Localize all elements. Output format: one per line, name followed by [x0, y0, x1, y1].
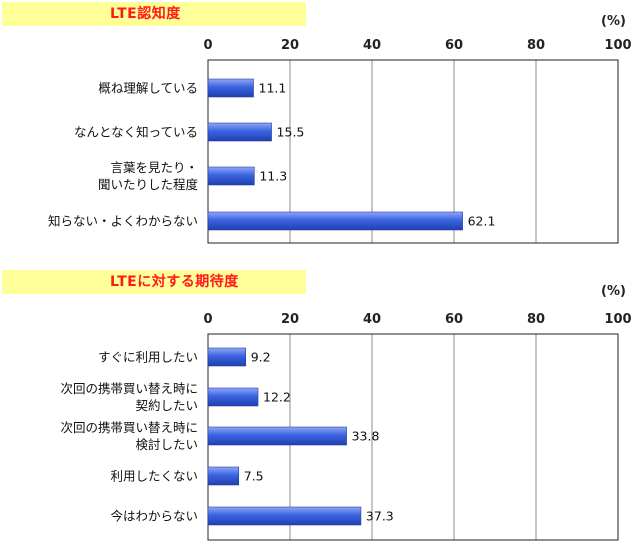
chart2-bar-4: [207, 466, 240, 486]
chart2-value-label-5: 37.3: [366, 509, 394, 524]
chart2-category-label-5: 今はわからない: [110, 509, 198, 524]
chart1-tick-label-80: 80: [527, 38, 545, 53]
chart1-title: LTE認知度: [2, 2, 306, 26]
chart1-tick-label-20: 20: [281, 38, 299, 53]
chart2-bar-5: [207, 506, 362, 526]
chart1-category-label-2: なんとなく知っている: [74, 125, 198, 140]
chart2-category-label-3: 次回の携帯買い替え時に検討したい: [60, 420, 198, 452]
chart1-category-label-3: 言葉を見たり・聞いたりした程度: [98, 160, 199, 192]
chart1-plot-frame: [207, 59, 619, 244]
chart2-value-label-3: 33.8: [352, 429, 380, 444]
chart2-tick-label-60: 60: [445, 312, 463, 327]
chart2-category-label-2: 次回の携帯買い替え時に契約したい: [60, 381, 198, 413]
chart1-category-label-4: 知らない・よくわからない: [48, 214, 198, 229]
chart2-tick-label-100: 100: [604, 312, 631, 327]
chart2-category-label-4: 利用したくない: [110, 469, 198, 484]
chart2-tick-label-20: 20: [281, 312, 299, 327]
chart2-bar-2: [207, 387, 259, 407]
chart1-plot: 0 20 40 60 80 100 11.1 概ね理解している 15.5 なんとなく知っている 11…: [48, 38, 632, 244]
chart1-category-label-1: 概ね理解している: [98, 81, 198, 96]
chart1-bar-4: [207, 211, 463, 231]
chart1-tick-label-40: 40: [363, 38, 381, 53]
chart1-value-label-3: 11.3: [259, 169, 287, 184]
chart1-value-label-2: 15.5: [277, 125, 305, 140]
chart1-bar-1: [207, 78, 254, 98]
chart2-bar-3: [207, 426, 347, 446]
chart1-tick-label-100: 100: [604, 38, 631, 53]
chart2-category-label-1: すぐに利用したい: [98, 350, 198, 365]
chart2-plot: 0 20 40 60 80 100 9.2 すぐに利用したい 12.2 次回の携帯買い替え時に契約…: [60, 312, 632, 541]
chart1-bar-2: [207, 122, 272, 142]
chart1-tick-label-0: 0: [203, 38, 212, 53]
chart1-bar-3: [207, 166, 255, 186]
chart1-value-label-4: 62.1: [468, 214, 496, 229]
chart1-unit-label: (%): [601, 14, 626, 29]
chart1-tick-label-60: 60: [445, 38, 463, 53]
chart2-unit-label: (%): [601, 284, 626, 299]
chart2-value-label-2: 12.2: [263, 390, 291, 405]
chart2-bar-1: [207, 347, 247, 367]
chart1-value-label-1: 11.1: [259, 81, 287, 96]
chart2-value-label-4: 7.5: [244, 469, 264, 484]
chart2-value-label-1: 9.2: [251, 350, 271, 365]
chart2-title: LTEに対する期待度: [2, 270, 306, 294]
chart2-tick-label-0: 0: [203, 312, 212, 327]
chart2-tick-label-80: 80: [527, 312, 545, 327]
chart2-tick-label-40: 40: [363, 312, 381, 327]
